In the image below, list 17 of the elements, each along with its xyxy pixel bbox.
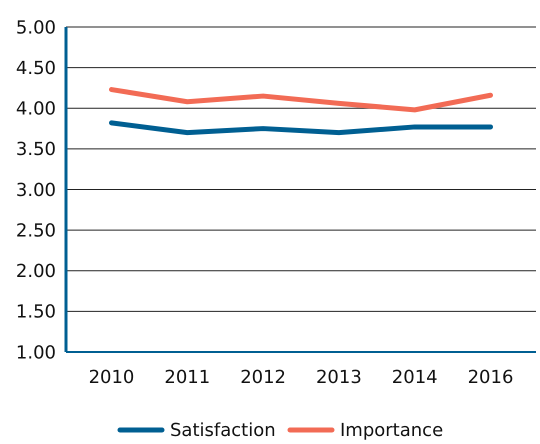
y-tick-label: 2.00 xyxy=(16,261,56,282)
y-tick-label: 2.50 xyxy=(16,220,56,242)
x-tick-label: 2012 xyxy=(240,367,286,388)
x-tick-label: 2014 xyxy=(392,367,438,388)
x-tick-label: 2010 xyxy=(88,367,134,388)
y-tick-label: 1.00 xyxy=(16,342,56,364)
y-tick-label: 4.50 xyxy=(16,58,56,79)
x-tick-label: 2011 xyxy=(164,367,210,388)
legend-label: Satisfaction xyxy=(170,420,276,441)
x-tick-label: 2016 xyxy=(468,367,514,388)
y-tick-label: 5.00 xyxy=(16,17,56,38)
y-tick-label: 4.00 xyxy=(16,98,56,120)
y-tick-label: 1.50 xyxy=(16,302,56,323)
x-tick-label: 2013 xyxy=(316,367,362,388)
y-tick-label: 3.50 xyxy=(16,139,56,160)
legend-label: Importance xyxy=(340,420,444,441)
y-tick-label: 3.00 xyxy=(16,180,56,201)
